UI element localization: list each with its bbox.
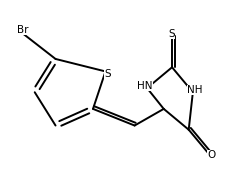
Text: Br: Br bbox=[16, 25, 28, 35]
Text: S: S bbox=[169, 29, 175, 39]
Text: NH: NH bbox=[187, 85, 203, 95]
Text: HN: HN bbox=[137, 81, 153, 91]
Text: O: O bbox=[208, 150, 216, 160]
Text: S: S bbox=[104, 68, 111, 78]
